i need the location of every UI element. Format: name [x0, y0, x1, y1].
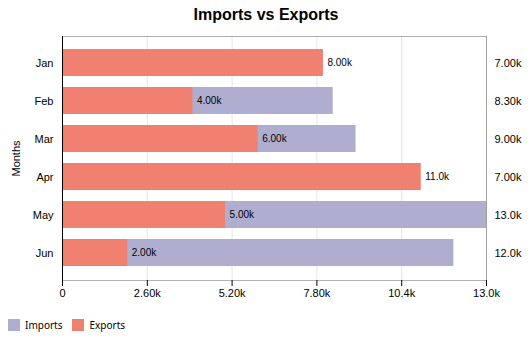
- svg-text:Months: Months: [10, 140, 22, 177]
- svg-text:2.60k: 2.60k: [134, 287, 161, 299]
- html-text:Exports: Exports: [89, 317, 126, 332]
- svg-text:4.00k: 4.00k: [197, 95, 222, 106]
- svg-text:May: May: [33, 209, 54, 221]
- html-text:Imports vs Exports: Imports vs Exports: [193, 6, 339, 23]
- svg-text:0: 0: [59, 287, 65, 299]
- html-text:Imports: Imports: [25, 317, 63, 332]
- svg-text:8.30k: 8.30k: [495, 95, 522, 107]
- svg-text:2.00k: 2.00k: [132, 247, 157, 258]
- svg-text:6.00k: 6.00k: [262, 133, 287, 144]
- svg-text:12.0k: 12.0k: [495, 247, 522, 259]
- svg-text:5.00k: 5.00k: [230, 209, 255, 220]
- svg-text:7.80k: 7.80k: [303, 287, 330, 299]
- svg-text:9.00k: 9.00k: [495, 133, 522, 145]
- svg-text:7.00k: 7.00k: [495, 57, 522, 69]
- svg-text:Feb: Feb: [35, 95, 54, 107]
- svg-text:Jun: Jun: [36, 247, 54, 259]
- svg-text:13.0k: 13.0k: [495, 209, 522, 221]
- svg-text:Jan: Jan: [36, 57, 54, 69]
- svg-text:10.4k: 10.4k: [388, 287, 415, 299]
- svg-text:7.00k: 7.00k: [495, 171, 522, 183]
- svg-text:Mar: Mar: [35, 133, 54, 145]
- svg-text:11.0k: 11.0k: [425, 171, 450, 182]
- svg-text:13.0k: 13.0k: [473, 287, 500, 299]
- svg-text:Apr: Apr: [36, 171, 53, 183]
- svg-text:8.00k: 8.00k: [327, 57, 352, 68]
- svg-text:5.20k: 5.20k: [219, 287, 246, 299]
